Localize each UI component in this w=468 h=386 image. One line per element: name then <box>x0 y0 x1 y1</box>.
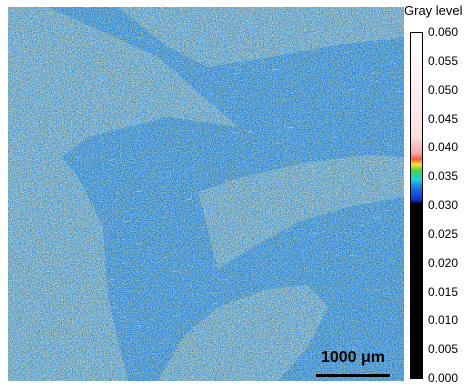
colorbar-tick-label: 0.020 <box>428 255 459 270</box>
colorbar <box>410 32 423 379</box>
colorbar-tick-label: 0.045 <box>428 111 459 126</box>
colorbar-tick-label: 0.005 <box>428 342 459 357</box>
legend-title: Gray level <box>404 3 463 18</box>
colorbar-tick-label: 0.060 <box>428 25 459 39</box>
colorbar-tick-label: 0.055 <box>428 53 459 68</box>
scale-bar-line <box>316 374 390 377</box>
textured-bands <box>8 7 404 381</box>
colorbar-tick-label: 0.050 <box>428 82 459 97</box>
scale-bar-label: 1000 μm <box>320 349 386 366</box>
colorbar-tick-label: 0.040 <box>428 140 459 155</box>
colorbar-tick-label: 0.010 <box>428 313 459 328</box>
colorbar-tick-label: 0.035 <box>428 169 459 184</box>
colorbar-tick-label: 0.030 <box>428 198 459 212</box>
colorbar-tick-label: 0.000 <box>428 371 459 385</box>
colorbar-tick-label: 0.015 <box>428 284 459 299</box>
scale-bar: 1000 μm <box>314 349 392 379</box>
colorbar-tick-label: 0.025 <box>428 226 459 241</box>
micrograph-image <box>8 7 404 381</box>
